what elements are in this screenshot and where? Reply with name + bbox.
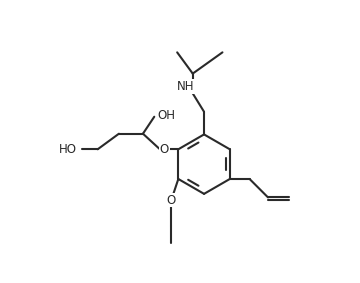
Text: OH: OH bbox=[157, 109, 175, 122]
Text: HO: HO bbox=[58, 143, 76, 156]
Text: O: O bbox=[167, 194, 176, 207]
Text: O: O bbox=[159, 143, 169, 156]
Text: NH: NH bbox=[177, 80, 195, 93]
